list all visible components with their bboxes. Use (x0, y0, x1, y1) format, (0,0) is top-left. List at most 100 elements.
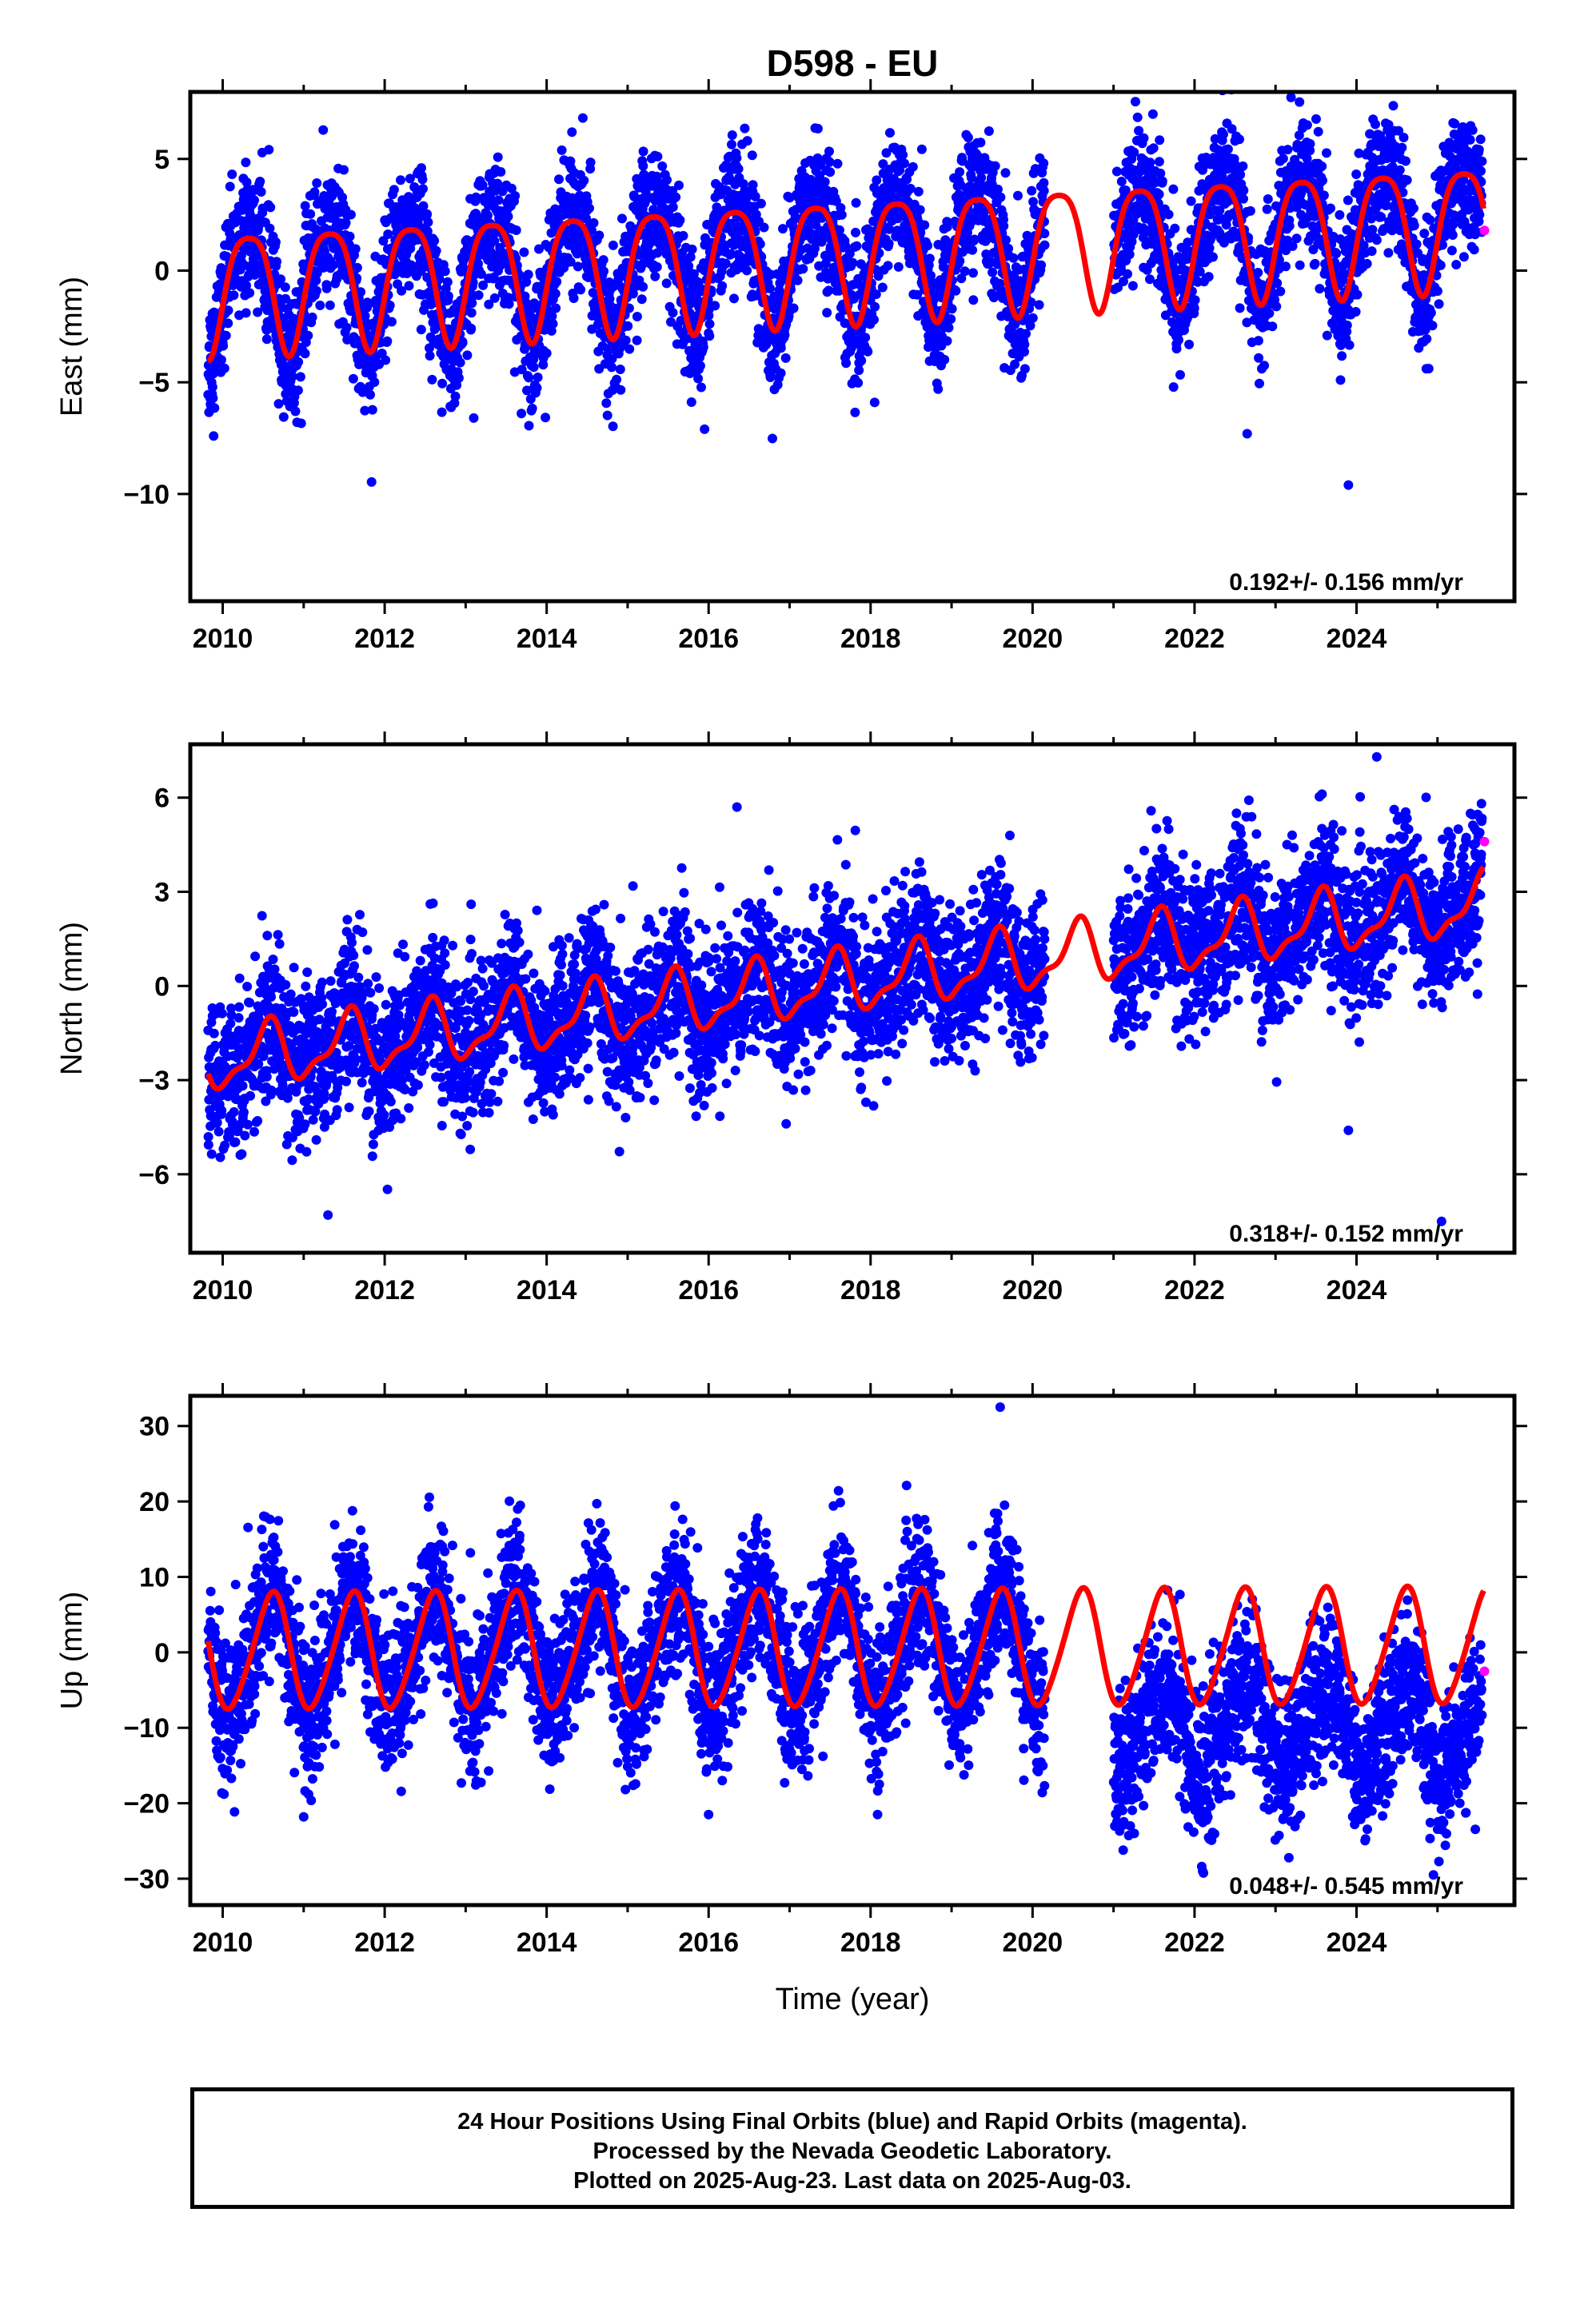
data-point (225, 181, 235, 191)
data-point (296, 372, 305, 381)
data-point (789, 304, 799, 313)
data-point (674, 181, 684, 190)
data-point (241, 157, 250, 167)
data-point (1351, 169, 1361, 179)
data-point (955, 257, 964, 266)
data-point (524, 373, 533, 382)
data-point (551, 289, 561, 298)
data-point (878, 283, 888, 293)
data-point (1399, 133, 1409, 142)
data-point (968, 295, 978, 305)
data-point (1235, 303, 1245, 313)
data-point (345, 232, 355, 241)
data-point (293, 357, 303, 367)
data-point (541, 413, 550, 422)
data-point (1410, 221, 1419, 230)
data-point (437, 408, 447, 417)
data-point (1311, 114, 1321, 124)
data-point (933, 385, 943, 394)
data-point (1419, 229, 1429, 238)
data-point (533, 383, 542, 393)
data-point (776, 369, 786, 378)
data-point (1303, 120, 1312, 130)
data-point (262, 334, 272, 344)
data-point (1028, 313, 1038, 323)
data-point (608, 421, 618, 431)
data-point (1148, 110, 1158, 119)
data-point (519, 248, 529, 257)
data-point (389, 185, 399, 194)
data-point (1412, 240, 1422, 249)
data-point (279, 413, 289, 422)
data-point (1036, 261, 1046, 270)
data-point (705, 319, 715, 329)
data-point (898, 150, 908, 160)
data-point (451, 392, 461, 401)
data-point (493, 153, 503, 162)
data-point (293, 385, 303, 395)
data-point (696, 383, 706, 393)
x-tick-label: 2010 (193, 624, 253, 654)
data-point (1168, 185, 1178, 194)
data-point (474, 290, 484, 300)
data-point (1395, 165, 1405, 175)
data-point (1283, 145, 1293, 154)
data-point (662, 278, 672, 288)
data-point (884, 261, 893, 270)
data-point (569, 293, 579, 303)
data-point (589, 218, 599, 228)
data-point (365, 390, 375, 400)
data-point (621, 336, 631, 345)
data-point (860, 333, 870, 342)
data-point (1001, 168, 1011, 177)
data-point (309, 187, 319, 197)
data-point (925, 253, 935, 263)
data-point (885, 128, 895, 138)
data-point (437, 379, 447, 389)
data-point (1389, 101, 1398, 110)
data-point (699, 342, 708, 352)
data-point (274, 399, 284, 409)
data-point (920, 221, 929, 230)
data-point (743, 136, 752, 145)
data-point (525, 421, 534, 431)
data-point (346, 210, 356, 220)
data-point (608, 241, 618, 250)
data-point (441, 266, 450, 276)
data-point (872, 175, 881, 185)
data-point (617, 213, 627, 223)
data-point (494, 195, 504, 205)
data-point (418, 184, 428, 193)
data-point (988, 268, 997, 277)
data-point (444, 291, 453, 301)
data-point (729, 293, 739, 303)
data-point (652, 262, 662, 272)
data-point (382, 337, 392, 346)
data-point (362, 297, 372, 307)
data-point (1184, 340, 1194, 349)
data-point (271, 237, 281, 247)
data-point (1470, 245, 1479, 254)
data-point (510, 191, 520, 201)
data-point (1112, 167, 1122, 177)
data-point (1426, 308, 1436, 317)
data-point (281, 282, 290, 292)
data-point (662, 175, 672, 185)
final-orbit-points (203, 42, 1486, 490)
data-point (1158, 177, 1167, 186)
data-point (257, 187, 266, 197)
data-point (721, 259, 731, 269)
data-point (995, 193, 1005, 202)
data-point (221, 331, 231, 341)
data-point (425, 351, 435, 361)
data-point (1451, 260, 1461, 269)
data-point (833, 159, 843, 169)
data-point (315, 301, 325, 310)
data-point (1383, 248, 1393, 257)
data-point (869, 315, 879, 325)
data-point (852, 241, 861, 251)
data-point (1304, 42, 1314, 51)
data-point (454, 373, 464, 383)
